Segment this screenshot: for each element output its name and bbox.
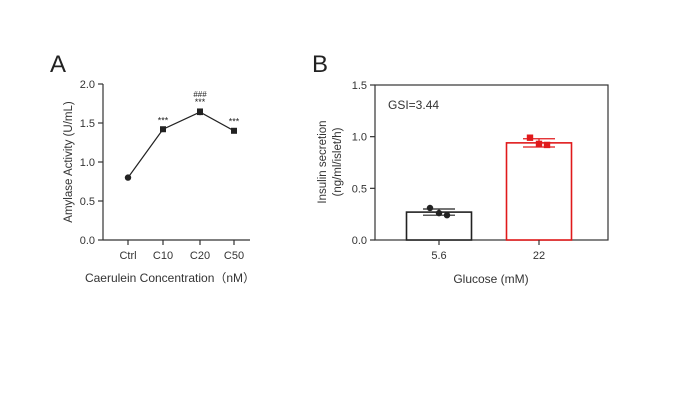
panel-b-point: [535, 140, 543, 148]
panel-b-annotation: GSI=3.44: [388, 98, 439, 112]
panel-b-y-ticks: 0.0 0.5 1.0 1.5: [352, 80, 375, 247]
panel-a-label: A: [50, 51, 66, 78]
panel-b-point: [435, 209, 443, 217]
panel-b-plot-frame: [374, 84, 609, 241]
panel-b-bars: [405, 142, 573, 241]
panel-b-y-axis-label-line2: (ng/ml/islet/h): [332, 127, 344, 196]
panel-a-point: [124, 174, 132, 181]
panel-b-y-axis-label-line1: Insulin secretion: [317, 120, 329, 203]
panel-a-y-tick-label: 0.5: [80, 196, 95, 208]
panel-a-y-tick-label: 1.5: [80, 118, 95, 130]
panel-a-significance-label: ***: [158, 116, 169, 126]
panel-a-significance-label: ***: [229, 116, 240, 126]
panel-b-label: B: [312, 51, 328, 78]
panel-a-point: [197, 109, 203, 116]
panel-a-x-tick-label: C50: [224, 250, 244, 262]
panel-a-x-ticks: Ctrl C10 C20 C50: [119, 240, 244, 262]
panel-b-x-tick-label: 22: [533, 250, 545, 262]
panel-a-x-axis-label: Caerulein Concentration（nM）: [85, 271, 255, 285]
panel-a-y-axis-label: Amylase Activity (U/mL): [63, 101, 75, 223]
panel-b-point: [543, 141, 551, 149]
panel-b-bar: [405, 211, 473, 241]
panel-a-y-tick-label: 0.0: [80, 235, 95, 247]
panel-b-y-tick-label: 0.5: [352, 183, 367, 195]
panel-a-significance: ******###***: [158, 90, 240, 127]
panel-b-points: [426, 134, 551, 219]
panel-b-x-ticks: 5.6 22: [431, 240, 545, 262]
panel-a-y-tick-label: 1.0: [80, 157, 95, 169]
panel-b-point: [443, 212, 451, 219]
panel-a: A 0.00.51.01.52.0 Ctrl C10 C20 C50 ******##…: [50, 51, 255, 285]
panel-a-significance-label-top: ###: [193, 90, 207, 99]
panel-b-x-axis-label: Glucose (mM): [453, 272, 528, 286]
panel-b-x-tick-label: 5.6: [431, 250, 446, 262]
panel-a-point: [160, 126, 166, 133]
panel-b-y-tick-label: 0.0: [352, 235, 367, 247]
panel-b-point: [526, 134, 534, 141]
panel-b: B 0.0 0.5 1.0 1.5 5.6 22 GSI=3.44 Insulin se…: [312, 51, 609, 286]
panel-a-y-tick-label: 2.0: [80, 79, 95, 91]
panel-a-significance-label: ***: [195, 97, 206, 107]
panel-a-x-tick-label: C20: [190, 250, 210, 262]
panel-a-y-ticks: 0.0 0.5 1.0 1.5 2.0: [80, 79, 103, 247]
panel-a-points: [124, 109, 237, 181]
panel-b-point: [426, 204, 434, 212]
panel-b-y-tick-label: 1.0: [352, 132, 367, 144]
panel-a-x-tick-label: Ctrl: [119, 250, 136, 262]
panel-a-x-tick-label: C10: [153, 250, 173, 262]
panel-b-bar: [505, 142, 573, 241]
panel-a-series-line: [127, 111, 235, 178]
panel-a-point: [231, 127, 237, 134]
panel-b-y-tick-label: 1.5: [352, 80, 367, 92]
